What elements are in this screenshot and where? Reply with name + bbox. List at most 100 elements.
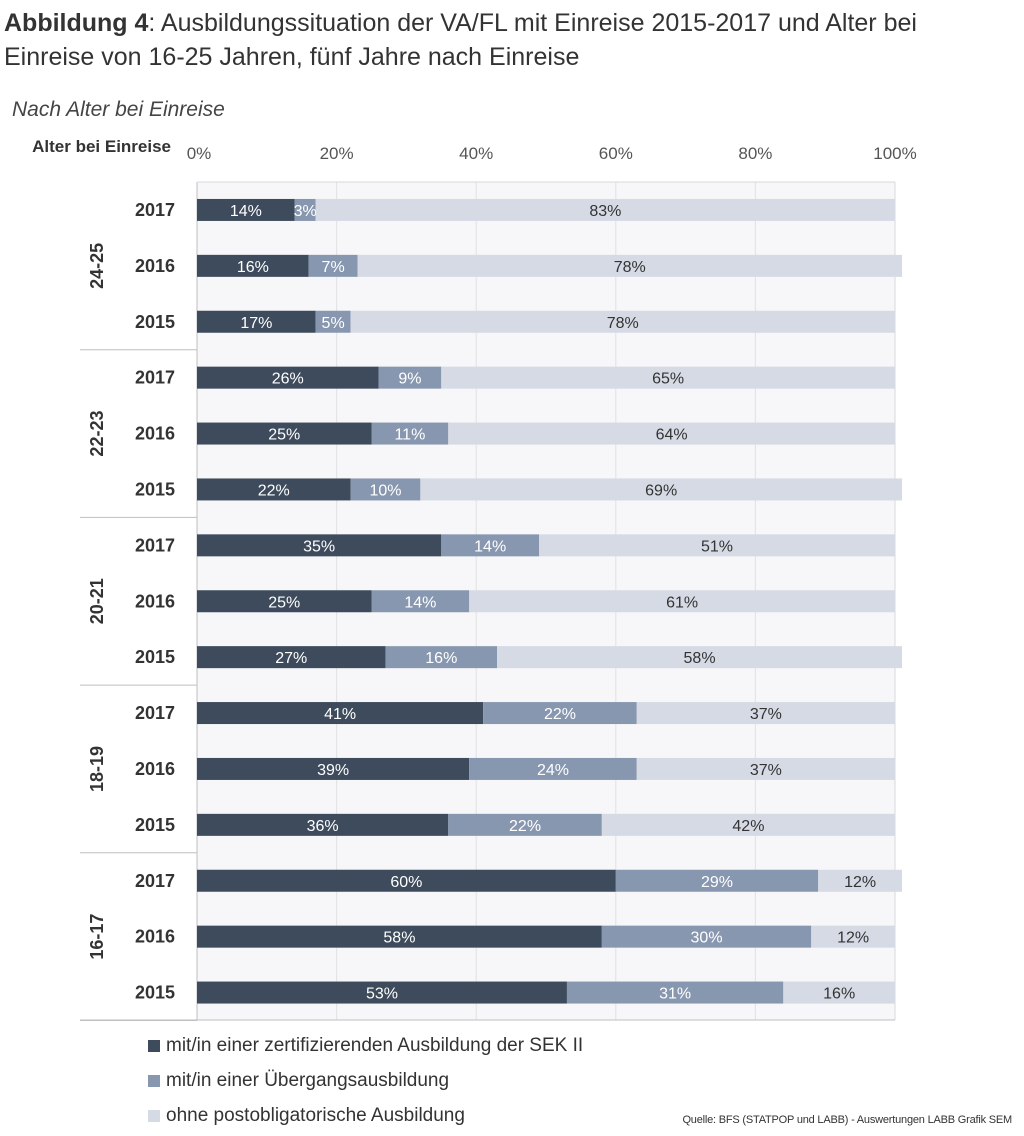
data-label: 22% [509, 818, 541, 835]
bar-segment [197, 534, 442, 557]
legend-label-uebergang: mit/in einer Übergangsausbildung [166, 1070, 450, 1091]
group-label: 22-23 [87, 411, 107, 457]
data-label: 61% [666, 594, 698, 611]
year-label: 2016 [135, 759, 175, 779]
data-label: 35% [303, 538, 335, 555]
bar-segment [197, 366, 379, 389]
bar-segment [448, 422, 895, 445]
data-label: 22% [258, 482, 290, 499]
data-label: 16% [823, 986, 855, 1003]
data-label: 10% [369, 482, 401, 499]
bar-segment [783, 981, 895, 1004]
bar-segment [197, 478, 351, 501]
x-tick-label: 60% [599, 144, 633, 163]
bar-segment [197, 198, 295, 221]
source-note: Quelle: BFS (STATPOP und LABB) - Auswert… [682, 1114, 1012, 1126]
bar-segment [539, 534, 895, 557]
data-label: 12% [844, 874, 876, 891]
data-label: 64% [656, 427, 688, 444]
x-tick-label: 80% [738, 144, 772, 163]
year-label: 2017 [135, 368, 175, 388]
bar-segment [197, 310, 316, 333]
bar-segment [197, 702, 484, 725]
year-label: 2015 [135, 312, 175, 332]
figure-number: Abbildung 4 [4, 9, 149, 37]
bar-segment [197, 757, 470, 780]
year-label: 2016 [135, 927, 175, 947]
bar-segment [469, 590, 895, 613]
bar-segment [315, 310, 351, 333]
bar-segment [308, 254, 358, 277]
figure-caption: : Ausbildungssituation der VA/FL mit Ein… [4, 9, 917, 71]
year-label: 2017 [135, 871, 175, 891]
bar-segment [197, 813, 449, 836]
bar-segment [636, 702, 895, 725]
data-label: 41% [324, 706, 356, 723]
legend-swatch-ohne [148, 1110, 160, 1122]
data-label: 9% [398, 371, 421, 388]
legend-item-ohne: ohne postobligatorische Ausbildung [148, 1104, 465, 1128]
data-label: 37% [750, 762, 782, 779]
bar-segment [315, 198, 895, 221]
data-label: 29% [701, 874, 733, 891]
x-tick-label: 100% [873, 144, 916, 163]
group-label: 20-21 [87, 578, 107, 624]
bar-segment [197, 981, 567, 1004]
data-label: 22% [544, 706, 576, 723]
bar-segment [448, 813, 602, 836]
bar-segment [469, 757, 637, 780]
year-label: 2016 [135, 591, 175, 611]
data-label: 7% [322, 259, 345, 276]
bar-segment [420, 478, 902, 501]
data-label: 83% [589, 203, 621, 220]
legend-label-ohne: ohne postobligatorische Ausbildung [166, 1105, 465, 1126]
bar-segment [566, 981, 784, 1004]
bar-segment [441, 366, 895, 389]
year-label: 2016 [135, 424, 175, 444]
figure-title: Abbildung 4: Ausbildungssituation der VA… [4, 6, 1014, 74]
data-label: 5% [322, 315, 345, 332]
data-label: 65% [652, 371, 684, 388]
data-label: 16% [425, 650, 457, 667]
data-label: 39% [317, 762, 349, 779]
data-label: 78% [614, 259, 646, 276]
bar-segment [483, 702, 637, 725]
group-label: 24-25 [87, 243, 107, 289]
data-label: 12% [837, 930, 869, 947]
y-axis-title: Alter bei Einreise [32, 137, 171, 156]
group-label: 16-17 [87, 914, 107, 960]
bar-segment [371, 590, 470, 613]
data-label: 58% [383, 930, 415, 947]
bar-segment [197, 590, 372, 613]
bar-segment [350, 478, 421, 501]
bar-segment [350, 310, 895, 333]
data-label: 31% [659, 986, 691, 1003]
bar-segment [601, 813, 895, 836]
data-label: 14% [404, 594, 436, 611]
data-label: 51% [701, 538, 733, 555]
data-label: 30% [691, 930, 723, 947]
data-label: 78% [607, 315, 639, 332]
year-label: 2017 [135, 535, 175, 555]
bar-segment [197, 869, 616, 892]
data-label: 16% [237, 259, 269, 276]
year-label: 2015 [135, 983, 175, 1003]
bar-segment [811, 925, 895, 948]
bar-segment [601, 925, 812, 948]
bar-segment [371, 422, 449, 445]
data-label: 36% [307, 818, 339, 835]
legend-swatch-uebergang [148, 1075, 160, 1087]
year-label: 2015 [135, 647, 175, 667]
data-label: 42% [732, 818, 764, 835]
bar-segment [197, 925, 602, 948]
data-label: 25% [268, 427, 300, 444]
bar-segment [197, 422, 372, 445]
year-label: 2015 [135, 815, 175, 835]
bar-segment [294, 198, 316, 221]
year-label: 2016 [135, 256, 175, 276]
x-tick-label: 40% [459, 144, 493, 163]
data-label: 25% [268, 594, 300, 611]
legend-label-sek2: mit/in einer zertifizierenden Ausbildung… [166, 1035, 584, 1056]
chart-subtitle: Nach Alter bei Einreise [12, 98, 225, 121]
